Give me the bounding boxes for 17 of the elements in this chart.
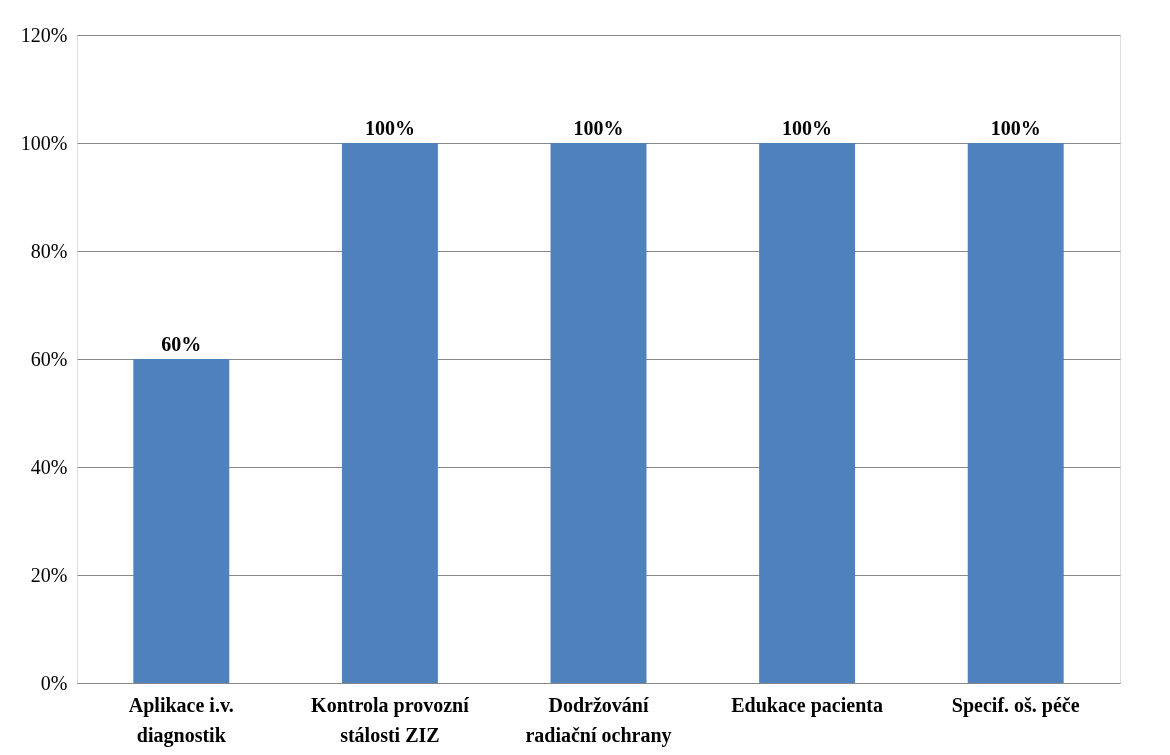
y-tick-label: 80% bbox=[30, 239, 68, 262]
data-label: 100% bbox=[990, 117, 1041, 139]
x-tick-label: Aplikace i.v. diagnostik bbox=[128, 693, 234, 747]
y-tick-label: 60% bbox=[30, 347, 68, 370]
x-tick-label: Kontrola provozní stálosti ZIZ bbox=[311, 693, 470, 746]
data-label: 100% bbox=[573, 117, 624, 139]
y-tick-label: 20% bbox=[30, 563, 68, 586]
data-label: 100% bbox=[782, 117, 833, 139]
x-tick-label: Dodržování radiační ochrany bbox=[525, 693, 672, 747]
x-tick-label: Specif. oš. péče bbox=[951, 693, 1080, 717]
data-label: 60% bbox=[161, 333, 202, 355]
y-tick-label: 40% bbox=[30, 455, 68, 478]
y-tick-label: 120% bbox=[20, 23, 68, 46]
x-tick-label: Edukace pacienta bbox=[731, 693, 883, 717]
y-tick-label: 100% bbox=[20, 131, 68, 154]
y-tick-label: 0% bbox=[40, 671, 68, 694]
data-label: 100% bbox=[364, 117, 415, 139]
